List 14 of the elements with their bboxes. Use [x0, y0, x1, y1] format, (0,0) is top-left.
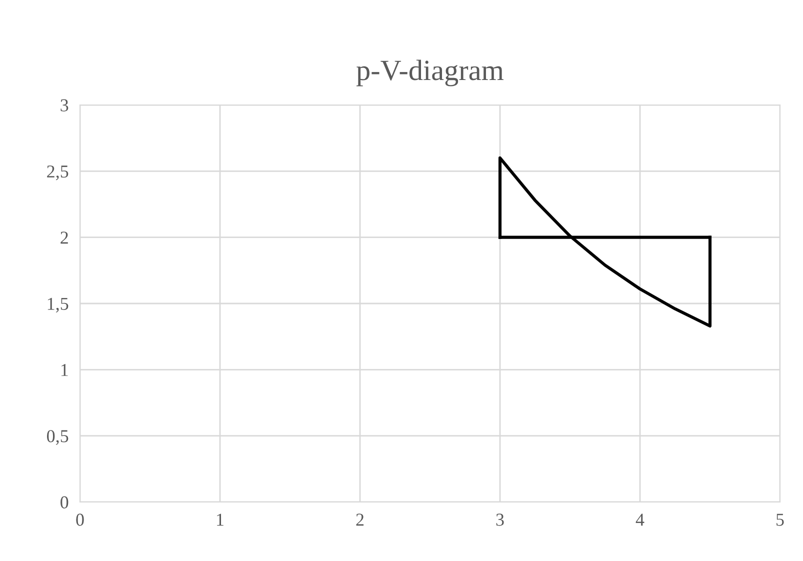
x-tick-label: 2	[356, 514, 364, 526]
y-tick-label: 0,5	[47, 430, 68, 445]
x-tick-label: 4	[636, 514, 644, 526]
chart-title: p-V-diagram	[356, 60, 504, 86]
y-tick-label: 2	[60, 232, 68, 244]
x-tick-label: 0	[76, 514, 84, 526]
x-tick-label: 1	[217, 514, 224, 526]
y-tick-label: 2,5	[47, 165, 68, 180]
y-tick-label: 1	[61, 364, 68, 376]
y-tick-label: 3	[60, 99, 68, 112]
x-tick-label: 3	[496, 514, 504, 526]
y-tick-label: 1,5	[48, 298, 68, 313]
x-tick-label: 5	[776, 514, 784, 526]
y-tick-label: 0	[60, 496, 68, 508]
